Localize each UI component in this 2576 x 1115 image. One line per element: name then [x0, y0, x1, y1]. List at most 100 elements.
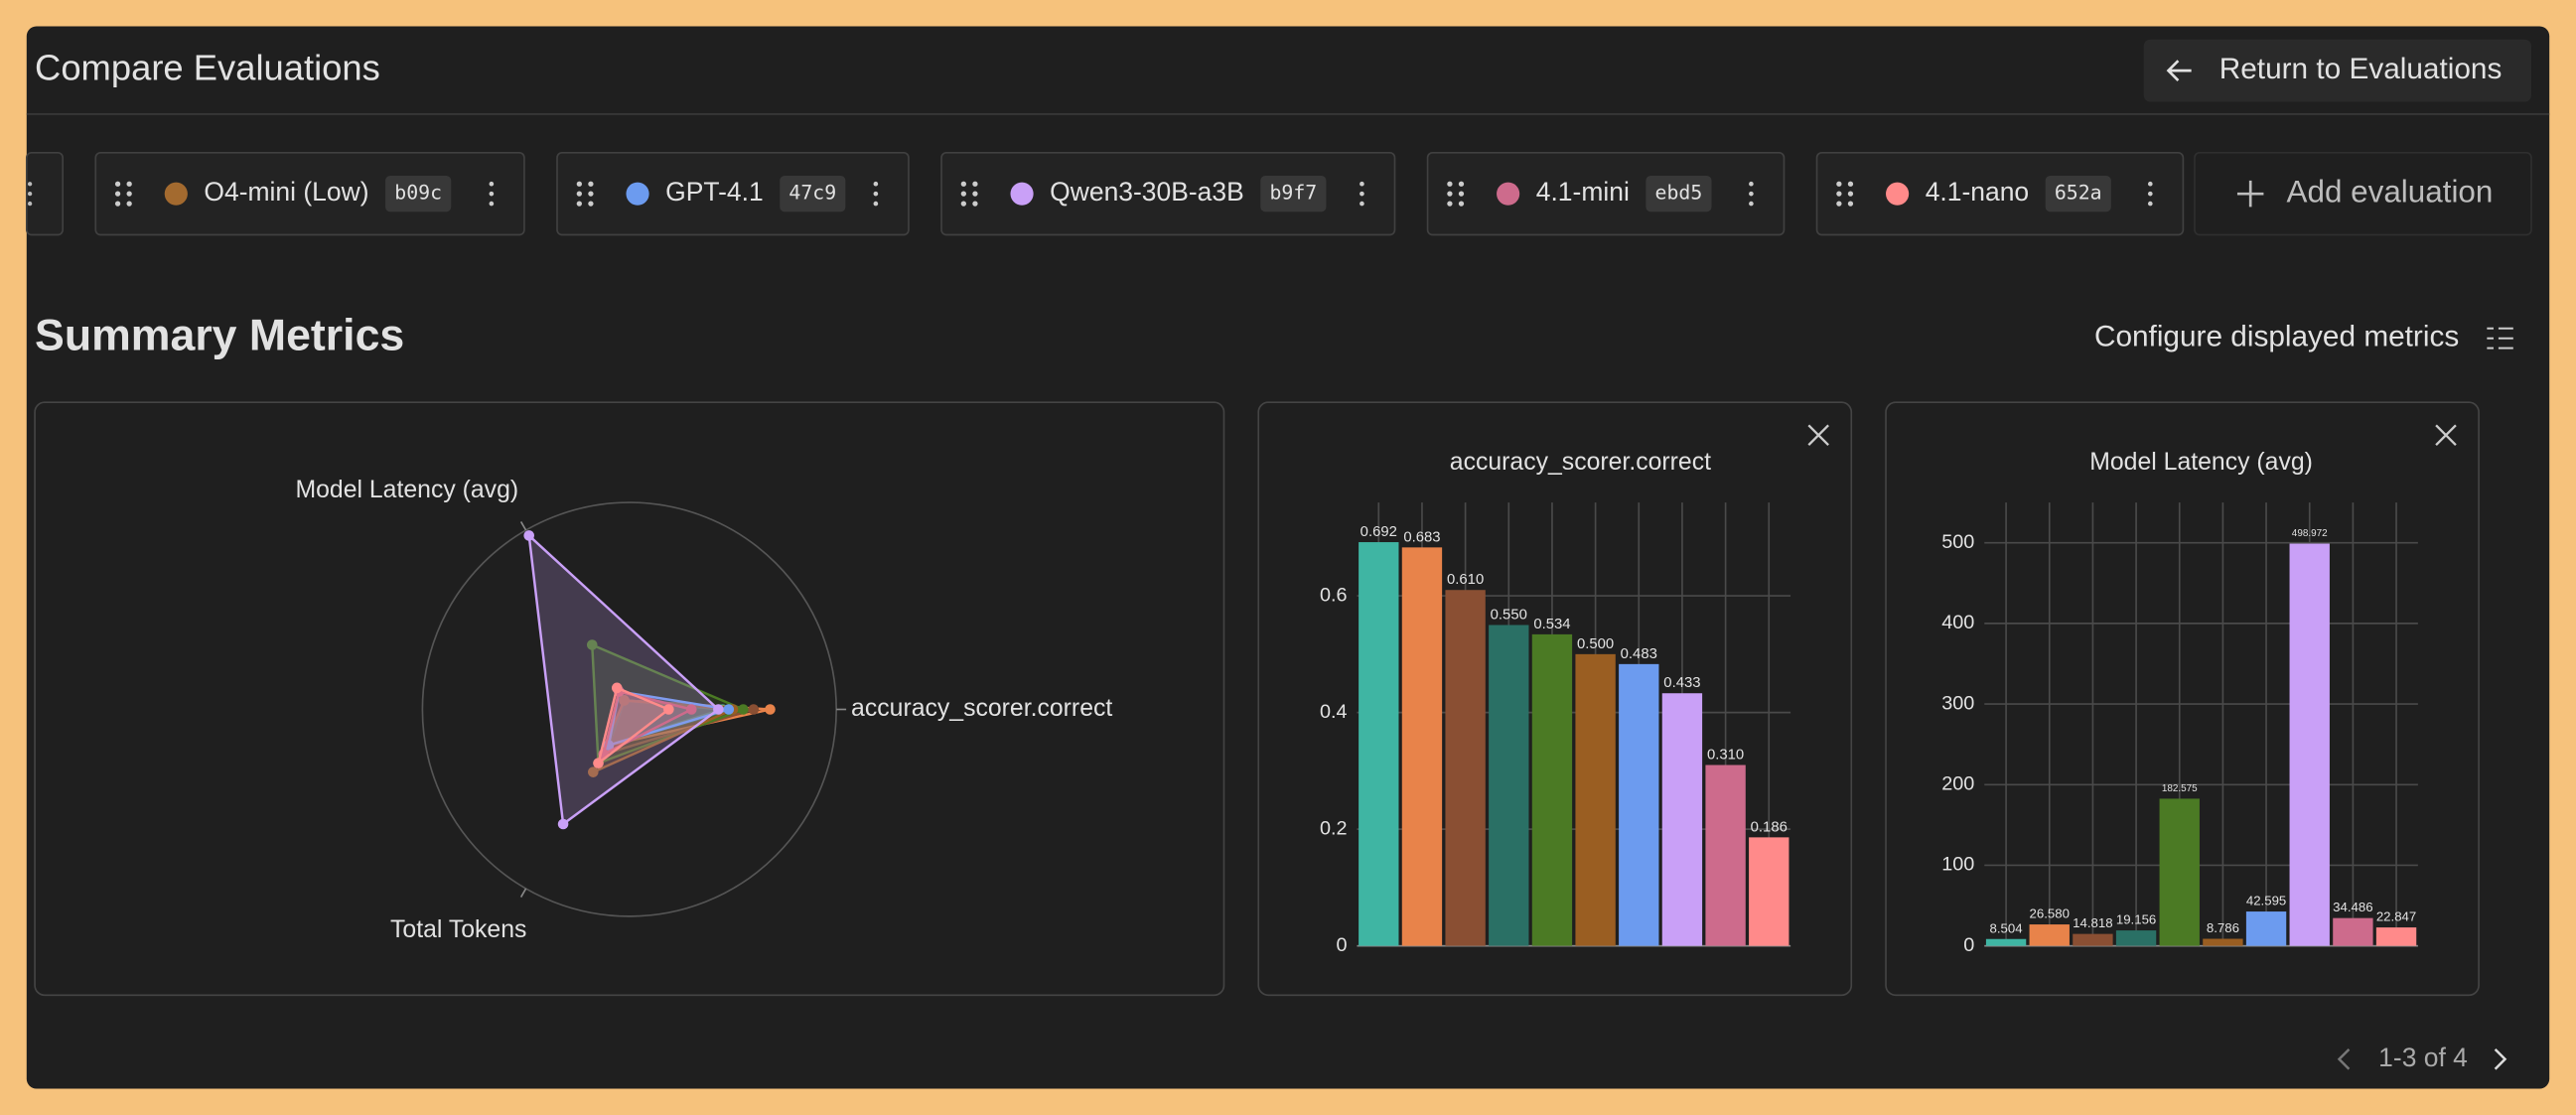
- y-tick-label: 100: [1941, 854, 1974, 876]
- drag-handle-dot: [1458, 181, 1465, 187]
- drag-handle-dot: [588, 201, 594, 207]
- drag-handle-dot: [1458, 201, 1465, 207]
- close-icon[interactable]: [2435, 424, 2457, 447]
- kebab-dot: [873, 191, 879, 197]
- kebab-dot: [1360, 201, 1364, 207]
- evaluation-id: ebd5: [1655, 182, 1703, 205]
- return-button[interactable]: Return to Evaluations: [2143, 39, 2532, 102]
- radar-point: [586, 639, 598, 650]
- y-tick-label: 400: [1941, 612, 1974, 633]
- radar-point: [588, 767, 599, 777]
- axis-label: Model Latency (avg): [295, 477, 518, 503]
- drag-handle-dot: [114, 191, 121, 197]
- value-label: 19.156: [2116, 912, 2156, 927]
- bar: [1401, 547, 1443, 946]
- drag-handle-dot: [588, 181, 594, 187]
- bar: [2333, 917, 2373, 946]
- drag-handle-dot: [576, 201, 582, 207]
- chart-title: Model Latency (avg): [2089, 449, 2313, 476]
- drag-handle-dot: [960, 201, 967, 207]
- radar-area: [527, 532, 721, 827]
- value-label: 0.534: [1533, 617, 1570, 632]
- bar: [2115, 930, 2157, 946]
- drag-handle-dot: [1847, 191, 1854, 197]
- partial-card: [25, 151, 65, 236]
- radar-point: [686, 704, 697, 715]
- value-label: 0.310: [1707, 748, 1744, 764]
- drag-handle-dot: [576, 191, 582, 197]
- bar: [2073, 933, 2113, 946]
- value-label: 182.575: [2162, 783, 2198, 794]
- kebab-icon: [27, 182, 33, 207]
- section-title: Summary Metrics: [35, 312, 404, 360]
- button-label: Return to Evaluations: [2219, 53, 2503, 85]
- radar-point: [765, 704, 776, 715]
- radar-point: [619, 695, 630, 706]
- color-dot: [1886, 182, 1910, 206]
- card-bg: [940, 151, 1396, 236]
- kebab-dot: [2147, 201, 2153, 207]
- y-tick-label: 0.2: [1320, 817, 1348, 839]
- value-label: 498.972: [2292, 528, 2328, 539]
- axis-label: accuracy_scorer.correct: [851, 695, 1112, 722]
- drag-handle-dot: [972, 191, 978, 197]
- prev-page[interactable]: [2337, 1047, 2351, 1070]
- configure-link[interactable]: Configure displayed metrics: [2094, 321, 2459, 353]
- button-bg: [2194, 151, 2532, 236]
- drag-handle-dot: [1836, 201, 1842, 207]
- color-dot: [164, 182, 188, 206]
- evaluation-card[interactable]: O4-mini (Low) b09c: [94, 151, 525, 236]
- plus-icon: [2236, 180, 2264, 208]
- id-chip: [1260, 175, 1327, 212]
- value-label: 8.786: [2207, 920, 2239, 935]
- drag-handle-dot: [114, 181, 121, 187]
- app-window: [26, 26, 2550, 1089]
- radar-point: [611, 682, 623, 694]
- card-bg: [94, 151, 525, 236]
- add-evaluation-button[interactable]: Add evaluation: [2194, 151, 2532, 236]
- evaluation-id: b09c: [394, 182, 442, 205]
- bar: [2289, 543, 2330, 946]
- radar-point: [663, 704, 674, 715]
- bar: [2159, 798, 2200, 946]
- drag-handle-dot: [1447, 201, 1453, 207]
- color-dot: [626, 182, 649, 206]
- kebab-dot: [1749, 201, 1754, 207]
- kebab-dot: [1360, 181, 1364, 187]
- y-tick-label: 0.4: [1320, 701, 1348, 723]
- chart-title: accuracy_scorer.correct: [1450, 449, 1711, 476]
- radar-point: [748, 704, 760, 715]
- value-label: 0.692: [1360, 524, 1397, 540]
- value-label: 0.683: [1403, 529, 1440, 545]
- drag-handle-dot: [960, 181, 967, 187]
- value-label: 26.580: [2030, 906, 2070, 921]
- value-label: 0.483: [1621, 646, 1657, 662]
- id-chip: [1646, 175, 1712, 212]
- evaluation-card[interactable]: 4.1-mini ebd5: [1426, 151, 1786, 236]
- y-tick-label: 500: [1941, 531, 1974, 553]
- charts: accuracy_scorer.correct Model Latency (av…: [295, 449, 2418, 956]
- radar-point: [523, 530, 535, 541]
- evaluation-card[interactable]: Qwen3-30B-a3B b9f7: [940, 151, 1396, 236]
- drag-handle-dot: [960, 191, 967, 197]
- drag-handle-dot: [1847, 181, 1854, 187]
- bar: [1619, 663, 1659, 946]
- drag-handle-dot: [1847, 201, 1854, 207]
- evaluation-name: Qwen3-30B-a3B: [1050, 177, 1244, 207]
- drag-handle-dot: [1458, 191, 1465, 197]
- close-icon[interactable]: [1807, 424, 1829, 447]
- chart-panel: [1257, 401, 1853, 997]
- evaluation-card[interactable]: GPT-4.1 47c9: [556, 151, 910, 236]
- evaluation-id: 652a: [2055, 182, 2102, 205]
- drag-handle-dot: [576, 181, 582, 187]
- next-page[interactable]: [2494, 1047, 2507, 1070]
- evaluation-card[interactable]: 4.1-nano 652a: [1815, 151, 2185, 236]
- drag-handle-dot: [126, 191, 132, 197]
- arrow-icon: [2166, 60, 2192, 81]
- bar: [1489, 625, 1529, 946]
- bar: [1531, 633, 1573, 946]
- columns-icon[interactable]: [2487, 327, 2513, 349]
- bar: [1445, 590, 1486, 946]
- bar: [2203, 938, 2243, 946]
- axis-tick: [519, 521, 527, 531]
